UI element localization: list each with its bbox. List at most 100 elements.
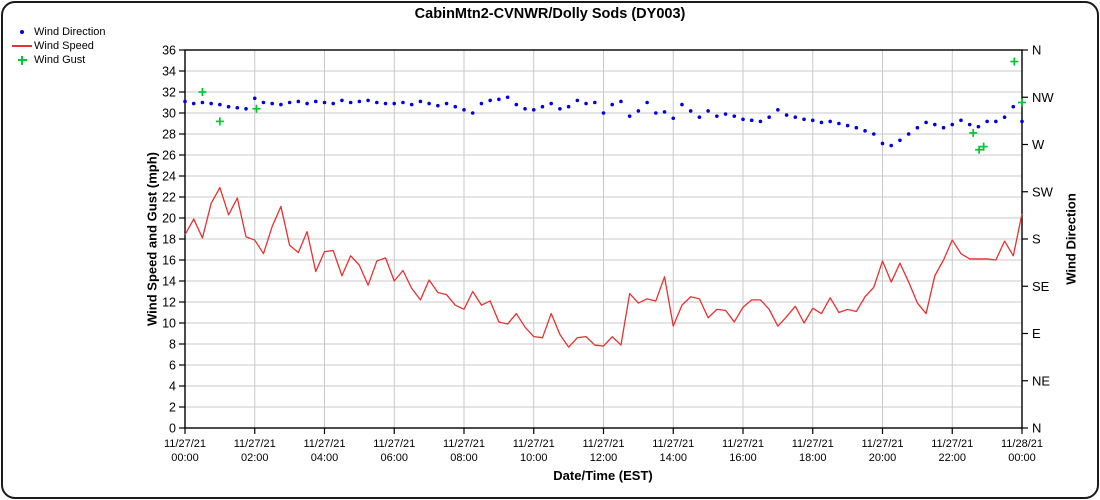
wind-direction-dot	[453, 104, 458, 109]
x-tick-label-time: 20:00	[869, 452, 897, 464]
wind-speed-line	[184, 186, 1023, 348]
right-tick-label: SE	[1032, 279, 1050, 294]
right-tick-label: N	[1032, 421, 1041, 436]
wind-direction-dot	[697, 115, 702, 119]
wind-direction-dot	[941, 125, 946, 130]
legend-label: Wind Gust	[34, 54, 86, 66]
right-tick-label: S	[1032, 232, 1041, 247]
wind-direction-dot	[767, 115, 771, 119]
chart-title: CabinMtn2-CVNWR/Dolly Sods (DY003)	[414, 6, 686, 22]
wind-direction-dot	[802, 117, 806, 122]
x-tick-label-date: 11/27/21	[303, 438, 345, 450]
wind-direction-dot	[845, 123, 850, 128]
left-tick-label: 30	[162, 107, 176, 121]
left-tick-label: 10	[162, 317, 176, 331]
wind-direction-dot	[296, 99, 301, 104]
right-tick-label: W	[1032, 137, 1045, 152]
wind-direction-dot	[680, 102, 684, 107]
wind-direction-dot	[418, 99, 423, 104]
wind-direction-dot	[305, 101, 309, 106]
wind-direction-dot	[183, 99, 187, 104]
wind-direction-dot	[462, 108, 466, 112]
wind-direction-dot	[924, 120, 928, 125]
wind-direction-dot	[409, 102, 414, 107]
wind-direction-dot	[863, 129, 867, 133]
wind-direction-dot	[662, 110, 667, 114]
wind-direction-dot	[976, 124, 981, 129]
wind-direction-dot	[819, 120, 824, 125]
wind-gust-plus-icon	[10, 55, 34, 65]
legend-item-wind-direction: Wind Direction	[10, 25, 106, 39]
left-tick-label: 26	[162, 149, 176, 163]
wind-direction-dot	[235, 105, 240, 110]
wind-direction-dot	[331, 101, 336, 106]
wind-direction-dot	[514, 102, 519, 107]
wind-direction-dot	[784, 113, 789, 117]
right-tick-label: NE	[1032, 373, 1050, 388]
wind-direction-dot	[261, 100, 266, 105]
left-tick-label: 16	[162, 254, 176, 268]
left-tick-label: 22	[162, 191, 176, 205]
left-tick-label: 34	[162, 65, 176, 79]
wind-direction-dot	[357, 99, 362, 104]
x-tick-label-date: 11/27/21	[722, 438, 764, 450]
wind-direction-dot	[627, 114, 632, 118]
wind-direction-dot	[906, 132, 911, 136]
wind-direction-dot	[592, 100, 597, 105]
left-tick-label: 8	[169, 338, 176, 352]
wind-direction-dot	[933, 122, 937, 127]
x-tick-label-time: 22:00	[938, 452, 966, 464]
x-tick-label-time: 02:00	[241, 452, 269, 464]
wind-direction-dot	[810, 118, 815, 123]
wind-speed-line-icon	[10, 45, 34, 47]
wind-direction-dot	[706, 109, 710, 113]
wind-direction-dot	[558, 107, 562, 111]
wind-direction-dot	[279, 102, 283, 107]
wind-direction-dot	[967, 122, 972, 127]
wind-direction-dot	[313, 99, 318, 104]
x-tick-label-time: 18:00	[799, 452, 827, 464]
wind-direction-dot	[340, 98, 344, 103]
wind-direction-dot-icon	[10, 30, 34, 34]
wind-direction-dot	[191, 101, 196, 106]
wind-direction-dot	[837, 121, 841, 126]
wind-direction-dot	[1020, 119, 1024, 124]
left-tick-label: 12	[162, 296, 176, 310]
left-tick-label: 4	[169, 380, 176, 394]
x-tick-label-date: 11/28/21	[1001, 438, 1043, 450]
left-tick-label: 20	[162, 212, 176, 226]
wind-direction-dot	[270, 101, 274, 106]
wind-direction-dot	[479, 101, 484, 106]
wind-direction-dot	[200, 100, 205, 105]
x-tick-label-time: 16:00	[729, 452, 757, 464]
wind-direction-dot	[636, 109, 641, 113]
x-tick-label-date: 11/27/21	[931, 438, 973, 450]
x-tick-label-date: 11/27/21	[164, 438, 206, 450]
right-tick-label: NW	[1032, 90, 1054, 105]
left-tick-label: 2	[169, 401, 176, 415]
left-tick-label: 0	[169, 422, 176, 436]
wind-direction-dot	[601, 111, 606, 115]
x-tick-label-time: 08:00	[450, 452, 478, 464]
left-tick-label: 6	[169, 359, 176, 373]
left-tick-label: 36	[162, 44, 176, 58]
x-tick-label-date: 11/27/21	[652, 438, 694, 450]
wind-direction-dot	[645, 100, 649, 105]
wind-direction-dot	[348, 100, 353, 105]
wind-direction-dot	[732, 114, 737, 118]
wind-direction-dot	[226, 104, 231, 109]
x-tick-label-time: 12:00	[590, 452, 618, 464]
wind-direction-dot	[889, 143, 894, 148]
wind-direction-dot	[915, 125, 920, 130]
x-tick-label-time: 14:00	[659, 452, 687, 464]
wind-direction-dot	[209, 101, 213, 106]
x-tick-label-date: 11/27/21	[582, 438, 624, 450]
wind-direction-dot	[985, 119, 989, 124]
wind-direction-dot	[654, 111, 658, 115]
wind-direction-dot	[401, 100, 405, 105]
legend-label: Wind Speed	[34, 40, 94, 52]
wind-direction-dot	[959, 118, 963, 123]
wind-direction-dot	[950, 122, 955, 127]
left-tick-label: 14	[162, 275, 176, 289]
